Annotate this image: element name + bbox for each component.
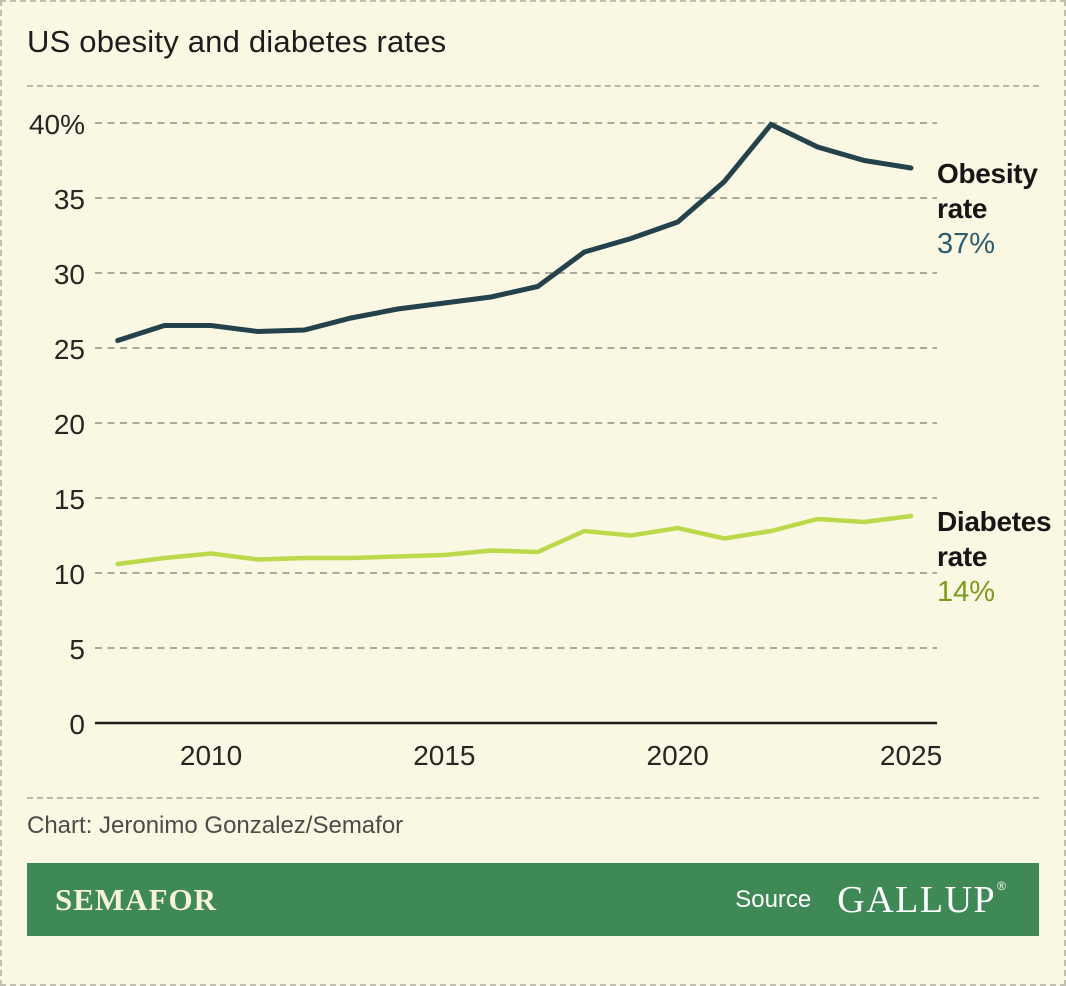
semafor-logo: SEMAFOR bbox=[55, 881, 217, 917]
series-label: rate bbox=[937, 541, 987, 572]
y-tick-label: 20 bbox=[54, 409, 85, 440]
y-tick-label: 25 bbox=[54, 334, 85, 365]
footer-separator bbox=[27, 797, 1039, 799]
registered-trademark-icon: ® bbox=[997, 878, 1006, 893]
series-end-value: 14% bbox=[937, 576, 995, 608]
y-tick-label: 5 bbox=[69, 634, 85, 665]
title-separator bbox=[27, 85, 1039, 87]
chart-title: US obesity and diabetes rates bbox=[27, 24, 447, 59]
obesity-rate-line bbox=[115, 121, 914, 343]
y-tick-label: 15 bbox=[54, 484, 85, 515]
source-label: Source bbox=[735, 885, 812, 913]
y-tick-label: 40% bbox=[29, 109, 85, 140]
x-tick-label: 2025 bbox=[880, 740, 942, 771]
y-tick-label: 30 bbox=[54, 259, 85, 290]
x-tick-label: 2015 bbox=[413, 740, 475, 771]
y-tick-label: 0 bbox=[69, 709, 85, 740]
x-tick-label: 2010 bbox=[180, 740, 242, 771]
series-end-value: 37% bbox=[937, 228, 995, 260]
x-tick-label: 2020 bbox=[647, 740, 709, 771]
diabetes-rate-line bbox=[115, 513, 914, 567]
series-label: Diabetes bbox=[937, 506, 1051, 537]
chart-credit: Chart: Jeronimo Gonzalez/Semafor bbox=[27, 812, 404, 839]
y-tick-label: 10 bbox=[54, 559, 85, 590]
brand-bar: SEMAFOR Source GALLUP ® bbox=[27, 863, 1039, 936]
gallup-logo: GALLUP bbox=[837, 878, 997, 921]
series-label: rate bbox=[937, 193, 987, 224]
source-attribution: Source GALLUP ® bbox=[735, 878, 1006, 921]
y-tick-label: 35 bbox=[54, 184, 85, 215]
series-label: Obesity bbox=[937, 158, 1038, 189]
